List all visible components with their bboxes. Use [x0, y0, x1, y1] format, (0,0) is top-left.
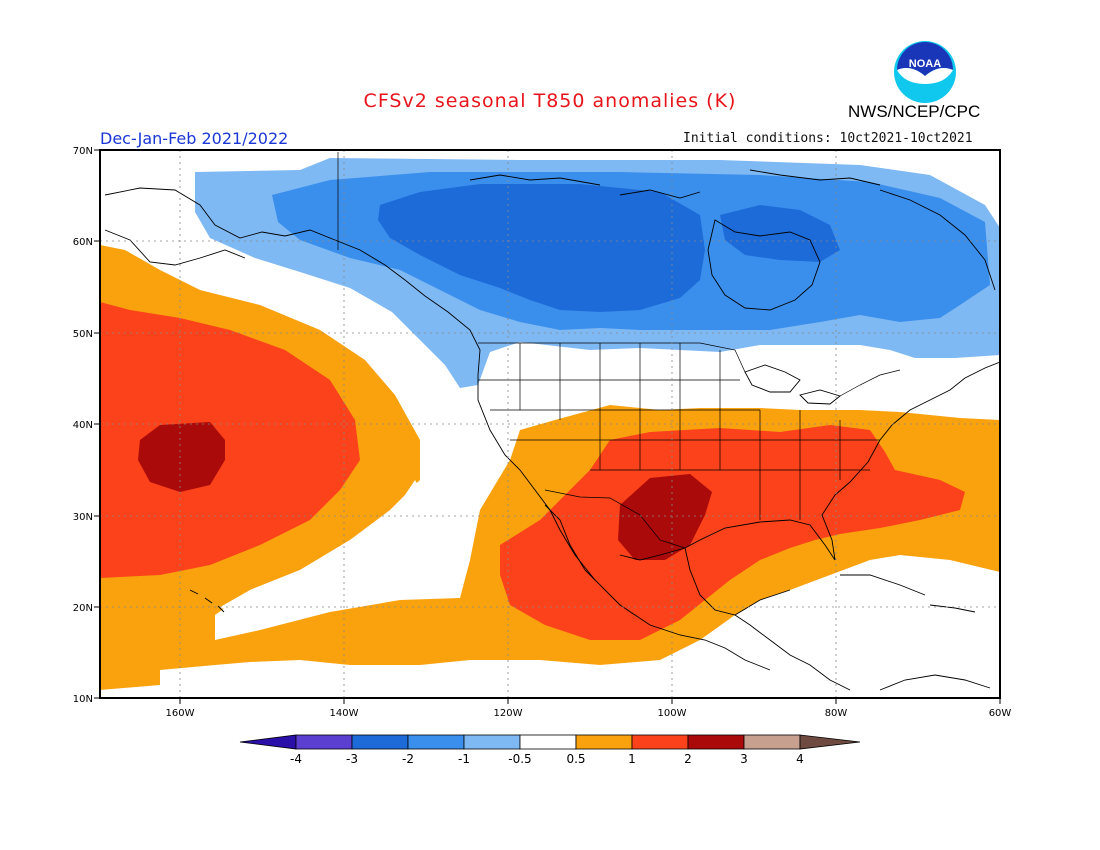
colorbar-high-arrow	[799, 734, 861, 750]
colorbar-tick: -0.5	[508, 752, 531, 766]
colorbar-tick: -4	[290, 752, 302, 766]
colorbar-swatch	[631, 734, 689, 750]
lat-label: 20N	[73, 603, 93, 614]
colorbar-low-arrow	[239, 734, 297, 750]
lat-label: 10N	[73, 694, 93, 705]
colorbar-swatch	[687, 734, 745, 750]
colorbar-tick: -1	[458, 752, 470, 766]
colorbar-tick: -2	[402, 752, 414, 766]
lon-label: 60W	[989, 708, 1012, 719]
colorbar-tick: 2	[684, 752, 692, 766]
initial-conditions-label: Initial conditions: 10ct2021-10ct2021	[683, 131, 973, 146]
colorbar-swatch	[407, 734, 465, 750]
axis-ticks	[94, 149, 1001, 704]
lat-label: 40N	[73, 420, 93, 431]
colorbar-tick: 3	[740, 752, 748, 766]
lon-label: 120W	[494, 708, 523, 719]
colorbar-swatch	[463, 734, 521, 750]
lon-label: 100W	[658, 708, 687, 719]
agency-label: NWS/NCEP/CPC	[848, 102, 981, 121]
colorbar-swatch	[519, 734, 577, 750]
lat-label: 70N	[73, 146, 93, 157]
lat-label: 60N	[73, 237, 93, 248]
warm-region-pacific	[100, 302, 360, 578]
colorbar: -4 -3 -2 -1 -0.5 0.5 1 2 3 4	[239, 734, 861, 766]
neutral-gap-west	[215, 480, 470, 640]
logo-text: NOAA	[909, 58, 941, 70]
noaa-logo: NOAA	[894, 41, 956, 103]
warm-region-conus	[500, 425, 965, 640]
colorbar-tick: 1	[628, 752, 636, 766]
latitude-labels: 70N 60N 50N 40N 30N 20N 10N	[73, 146, 93, 705]
colorbar-swatch	[295, 734, 353, 750]
gridlines	[100, 150, 1000, 698]
lon-label: 140W	[330, 708, 359, 719]
lat-label: 30N	[73, 512, 93, 523]
colorbar-swatch	[743, 734, 801, 750]
very-warm-core-pacific	[138, 422, 225, 492]
lat-label: 50N	[73, 329, 93, 340]
season-label: Dec-Jan-Feb 2021/2022	[100, 129, 289, 148]
colorbar-swatch	[351, 734, 409, 750]
map-title: CFSv2 seasonal T850 anomalies (K)	[363, 90, 737, 112]
lon-label: 80W	[825, 708, 848, 719]
coastlines	[104, 169, 1000, 691]
colorbar-swatch	[575, 734, 633, 750]
very-warm-core-texas	[618, 474, 712, 560]
lon-label: 160W	[166, 708, 195, 719]
colorbar-tick: -3	[346, 752, 358, 766]
longitude-labels: 160W 140W 120W 100W 80W 60W	[166, 708, 1012, 719]
colorbar-tick: 4	[796, 752, 804, 766]
political-borders	[337, 152, 901, 549]
colorbar-tick: 0.5	[566, 752, 585, 766]
cold-anomaly-region	[378, 184, 705, 312]
